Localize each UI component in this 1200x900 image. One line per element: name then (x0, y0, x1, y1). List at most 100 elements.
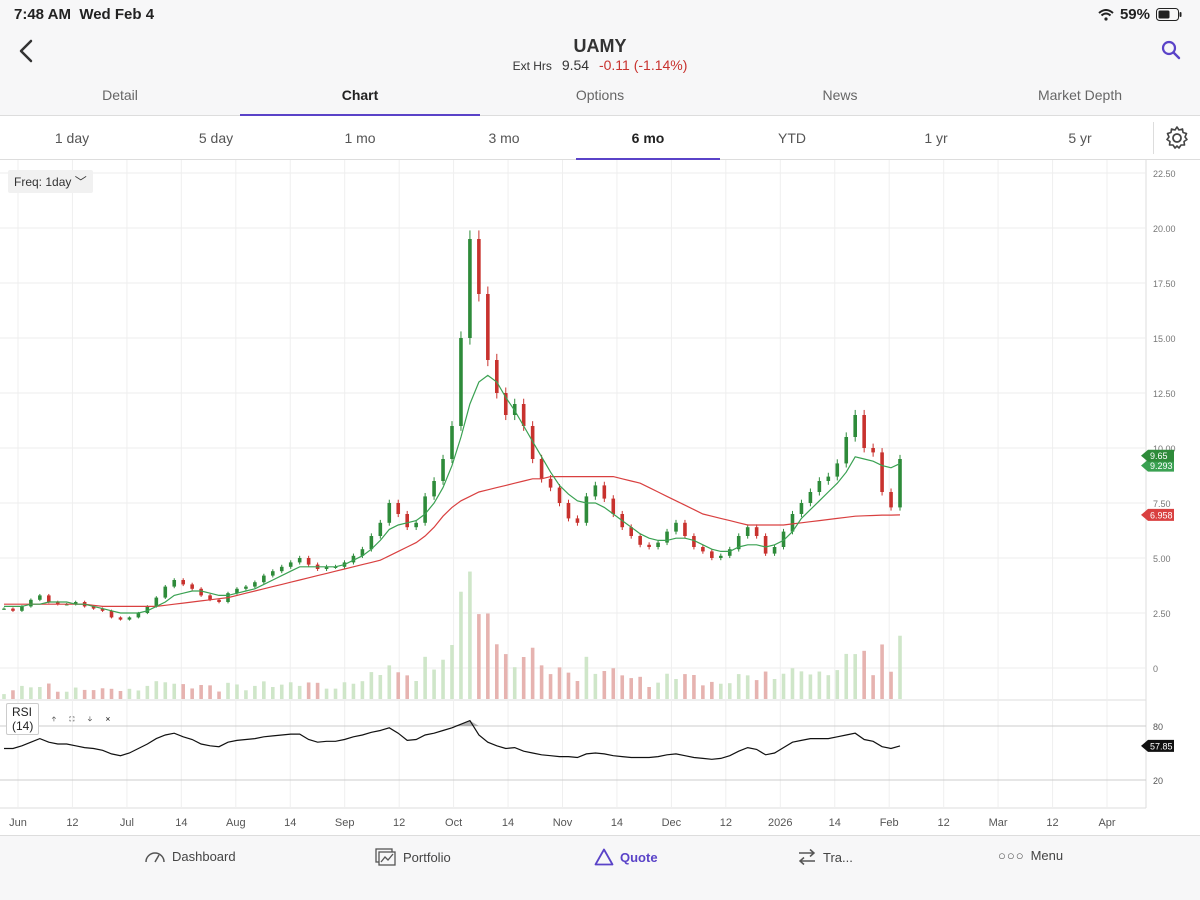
volume-bar (736, 674, 741, 699)
volume-bar (190, 688, 194, 699)
y-tick-label: 10.00 (1153, 444, 1176, 454)
candle-body (727, 549, 732, 556)
candle-body (109, 610, 114, 618)
candle-body (20, 606, 24, 611)
volume-bar (109, 688, 114, 699)
volume-bar (656, 682, 660, 699)
candle-body (503, 393, 508, 415)
sma-short-line (4, 374, 901, 614)
candle-body (468, 239, 472, 338)
rsi-toolbar: RSI (14) (6, 703, 111, 735)
volume-bar (172, 683, 177, 699)
volume-bar (82, 689, 87, 699)
volume-bar (844, 653, 849, 699)
volume-bar (871, 675, 875, 699)
candle-body (898, 459, 902, 508)
volume-bar (127, 688, 132, 699)
arrow-down-icon[interactable] (87, 716, 93, 722)
back-chevron-icon[interactable] (14, 38, 40, 64)
volume-bar (835, 670, 840, 699)
chart-area[interactable]: 22.50 20.00 17.50 15.00 12.50 10.00 7.50 5.00 2.… (0, 160, 1200, 835)
volume-bar (647, 687, 651, 699)
sma-short-badge: 9.293 (1150, 461, 1173, 471)
x-tick-label: Dec (662, 817, 682, 829)
x-tick-label: 2026 (768, 817, 792, 829)
range-ytd[interactable]: YTD (778, 130, 806, 146)
tab-market-depth[interactable]: Market Depth (1037, 87, 1123, 103)
volume-bar (530, 647, 535, 699)
candle-body (414, 522, 418, 528)
range-1-mo[interactable]: 1 mo (344, 130, 376, 146)
volume-bar (226, 682, 230, 699)
volume-bar (199, 685, 203, 699)
close-icon[interactable] (105, 716, 111, 722)
candle-body (745, 527, 750, 536)
search-icon[interactable] (1160, 39, 1182, 61)
y-tick-label: 7.50 (1153, 499, 1171, 509)
ext-price: 9.54 (561, 57, 590, 73)
tab-options[interactable]: Options (575, 87, 625, 103)
nav-quote[interactable]: Quote (594, 848, 658, 866)
range-5-yr[interactable]: 5 yr (1068, 130, 1092, 146)
volume-bar (539, 665, 544, 699)
arrow-up-icon[interactable] (51, 716, 57, 722)
candle-body (817, 481, 822, 492)
volume-bar (423, 656, 427, 699)
candle-body (826, 476, 831, 481)
tab-detail[interactable]: Detail (102, 87, 138, 103)
candle-body (127, 617, 132, 620)
volume-bar (279, 684, 284, 699)
candle-body (656, 542, 660, 547)
candle-body (486, 294, 490, 360)
candle-body (271, 571, 275, 576)
volume-bar (790, 668, 795, 699)
price-chart[interactable]: 22.50 20.00 17.50 15.00 12.50 10.00 7.50 5.00 2.… (0, 160, 1200, 835)
volume-bar (593, 673, 598, 699)
expand-icon[interactable] (69, 716, 75, 722)
candle-body (11, 608, 15, 611)
rsi-overbought-fill (452, 720, 479, 726)
range-5-day[interactable]: 5 day (198, 130, 234, 146)
candle-body (754, 527, 759, 536)
candle-body (781, 531, 786, 547)
candle-body (360, 549, 365, 556)
range-1-yr[interactable]: 1 yr (924, 130, 948, 146)
volume-bar (495, 644, 499, 699)
range-1-day[interactable]: 1 day (54, 130, 90, 146)
range-6-mo[interactable]: 6 mo (576, 116, 720, 160)
candle-body (100, 608, 105, 611)
gear-icon[interactable] (1164, 125, 1190, 151)
nav-dashboard-label: Dashboard (172, 848, 236, 864)
frequency-selector[interactable]: Freq: 1day ﹀ (8, 170, 93, 193)
nav-dashboard[interactable]: Dashboard (144, 848, 236, 864)
quote-header: UAMY Ext Hrs 9.54 -0.11 (-1.14%) (0, 30, 1200, 78)
volume-bar (324, 688, 329, 699)
candle-body (405, 514, 409, 528)
candle-body (548, 478, 553, 488)
x-tick-label: Sep (335, 817, 355, 829)
volume-bar (548, 674, 553, 699)
volume-bar (405, 675, 409, 699)
candle-body (154, 597, 159, 607)
range-3-mo[interactable]: 3 mo (488, 130, 520, 146)
nav-portfolio[interactable]: Portfolio (375, 848, 451, 866)
rsi-label[interactable]: RSI (14) (6, 703, 40, 735)
volume-bar (450, 645, 454, 699)
trade-arrows-icon (798, 848, 816, 866)
nav-menu[interactable]: ○○○ Menu (998, 848, 1063, 863)
candle-body (629, 527, 633, 536)
tab-chart[interactable]: Chart (240, 78, 480, 116)
nav-trade[interactable]: Tra... (797, 848, 853, 866)
volume-bar (64, 691, 69, 699)
volume-bar (575, 681, 580, 699)
volume-bar (297, 685, 302, 699)
candle-body (593, 485, 598, 497)
rsi-line (4, 719, 901, 760)
y-tick-label: 20.00 (1153, 224, 1176, 234)
volume-bar (799, 671, 804, 699)
candle-body (575, 518, 580, 523)
volume-bar (73, 687, 78, 699)
volume-bar (754, 680, 759, 699)
tab-news[interactable]: News (822, 87, 858, 103)
candle-body (387, 503, 392, 523)
